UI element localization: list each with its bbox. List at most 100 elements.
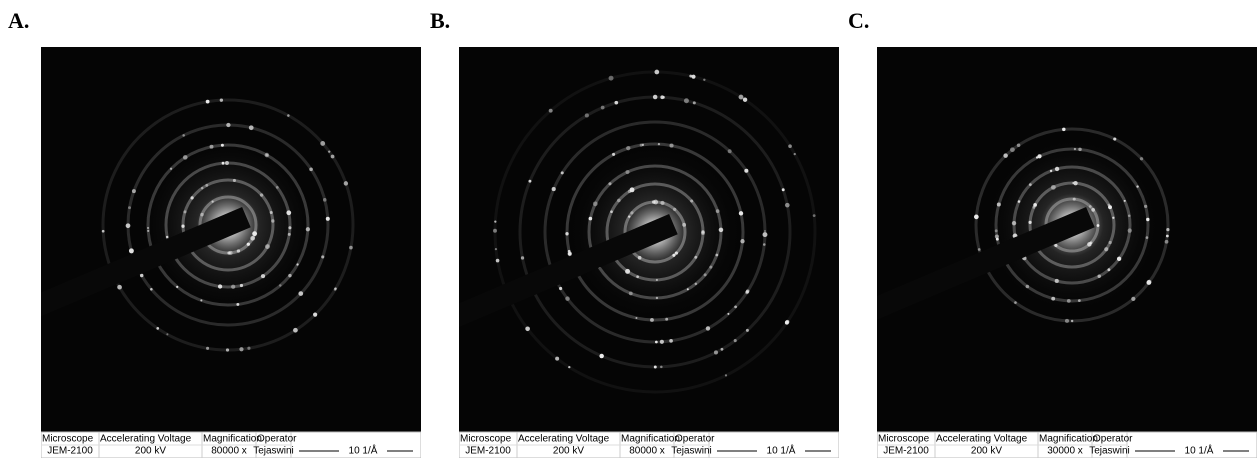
spot (232, 178, 236, 182)
info-value: Tejaswini (253, 446, 294, 457)
spot (293, 327, 298, 333)
spot (682, 222, 687, 227)
spot (1049, 169, 1053, 173)
spot (495, 258, 500, 263)
spot (977, 248, 981, 251)
spot (182, 155, 188, 160)
diffraction-ring (565, 142, 745, 322)
spot (612, 152, 616, 156)
info-header: Microscope (460, 434, 512, 445)
spot (117, 284, 122, 290)
spot (221, 161, 225, 165)
spot (745, 289, 750, 293)
spot (1078, 147, 1082, 152)
spot (727, 149, 732, 154)
spot (1073, 147, 1077, 151)
spot (548, 108, 553, 113)
spot (1028, 220, 1032, 225)
spot (763, 229, 767, 233)
spot (1091, 208, 1095, 212)
spot (701, 231, 705, 236)
spot (555, 356, 560, 361)
spot (599, 353, 604, 359)
spot (248, 125, 254, 131)
spot (166, 333, 169, 336)
spot (165, 235, 169, 239)
spot (1037, 154, 1042, 159)
spot (718, 227, 724, 233)
spot (1003, 153, 1008, 158)
spot (608, 75, 614, 81)
spot (674, 251, 678, 255)
spot (672, 253, 676, 257)
spot (1032, 205, 1036, 209)
spot (1073, 180, 1078, 186)
spot (264, 152, 270, 158)
spot (125, 223, 131, 229)
info-header: Magnification (621, 434, 680, 445)
spot (635, 317, 638, 320)
spot (683, 98, 689, 104)
spot (567, 249, 571, 253)
info-value: 80000 x (629, 446, 665, 457)
spot (996, 202, 1001, 207)
spot (652, 94, 658, 100)
info-value: 80000 x (211, 446, 247, 457)
info-header: Magnification (1039, 434, 1098, 445)
spot (669, 143, 674, 148)
spot (1116, 256, 1122, 261)
spot (994, 229, 998, 233)
info-header: Magnification (203, 434, 262, 445)
spot (738, 94, 744, 100)
spot (275, 185, 279, 189)
spot (325, 216, 330, 221)
spot (742, 97, 748, 102)
spot (610, 210, 613, 214)
spot (252, 231, 258, 237)
spot (1033, 203, 1037, 207)
spot (1054, 243, 1058, 247)
spot (200, 212, 204, 217)
spot (288, 226, 292, 230)
spot (629, 187, 635, 193)
spot (298, 291, 304, 296)
info-value: JEM-2100 (883, 446, 929, 457)
spot (128, 206, 131, 210)
spot (715, 209, 720, 214)
panel: Microscope JEM-2100 Accelerating Voltage 20… (359, 47, 840, 459)
spot (691, 74, 696, 79)
spot (205, 99, 210, 104)
spot (271, 219, 275, 223)
spot (657, 142, 661, 146)
spot (1088, 205, 1092, 208)
spot (636, 275, 640, 279)
spot (296, 263, 299, 266)
spot (288, 273, 292, 278)
spot (101, 229, 105, 233)
spot (525, 326, 530, 332)
spot (639, 143, 643, 147)
spot (626, 146, 631, 151)
spot (200, 186, 204, 190)
spot (239, 347, 244, 352)
spot (330, 154, 335, 159)
spot (567, 252, 572, 256)
spot (1089, 242, 1092, 245)
spot (260, 274, 266, 279)
spot (690, 199, 694, 203)
spot (1035, 156, 1039, 159)
spot (200, 299, 203, 302)
spot (994, 234, 999, 239)
spot (584, 113, 589, 118)
spot (660, 200, 665, 206)
spot (150, 287, 153, 291)
spot (689, 74, 693, 78)
spot (1062, 127, 1066, 132)
spot (146, 226, 150, 230)
spot (1107, 268, 1111, 272)
spot (305, 227, 311, 232)
spot (559, 286, 563, 291)
spot (1112, 216, 1115, 219)
